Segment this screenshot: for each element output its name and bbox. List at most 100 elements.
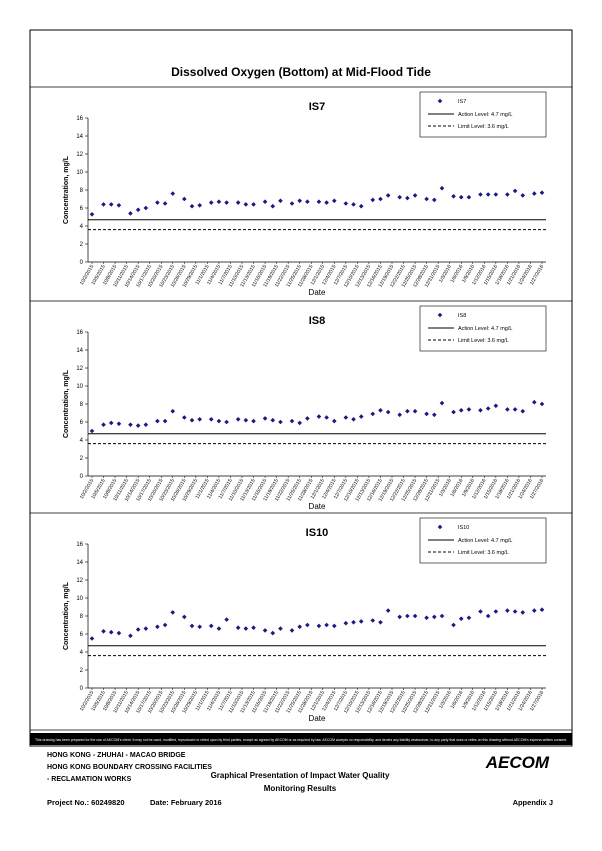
data-point: [182, 196, 187, 202]
disclaimer: This drawing has been prepared for the u…: [35, 738, 567, 742]
data-point: [424, 196, 429, 202]
y-tick-label: 12: [76, 578, 83, 584]
project-line: HONG KONG - ZHUHAI - MACAO BRIDGE: [47, 752, 186, 759]
data-point: [532, 399, 537, 405]
y-tick-label: 10: [76, 384, 83, 390]
y-tick-label: 2: [80, 668, 84, 674]
drawing-title: Graphical Presentation of Impact Water Q…: [211, 771, 390, 780]
data-point: [224, 200, 229, 205]
data-point: [216, 626, 222, 631]
data-point: [324, 415, 329, 420]
data-point: [278, 419, 283, 425]
legend-marker: [437, 312, 443, 318]
y-tick-label: 4: [80, 438, 84, 444]
frame: [29, 29, 573, 747]
data-point: [512, 609, 518, 614]
data-point: [108, 202, 114, 207]
data-point: [208, 417, 214, 422]
data-point: [170, 191, 176, 196]
y-tick-label: 6: [80, 420, 84, 426]
data-point: [412, 408, 418, 414]
y-tick-label: 8: [80, 188, 84, 194]
data-point: [251, 625, 256, 630]
data-point: [424, 411, 429, 417]
legend-marker: [437, 98, 443, 104]
data-point: [251, 418, 256, 424]
data-point: [128, 633, 133, 639]
data-point: [358, 414, 364, 419]
data-point: [332, 418, 337, 424]
data-point: [116, 203, 122, 208]
data-point: [208, 200, 214, 205]
legend-label: IS8: [458, 313, 466, 319]
data-point: [351, 202, 356, 207]
data-point: [243, 202, 249, 207]
data-point: [89, 636, 95, 641]
y-tick-label: 0: [80, 474, 84, 480]
legend-label: IS7: [458, 99, 466, 105]
y-tick-label: 4: [80, 650, 84, 656]
data-point: [162, 201, 168, 206]
data-point: [485, 406, 491, 411]
data-point: [397, 194, 402, 200]
data-point: [397, 412, 402, 418]
data-point: [224, 617, 229, 622]
data-point: [512, 407, 518, 412]
data-point: [324, 200, 329, 205]
data-point: [478, 192, 483, 197]
data-point: [539, 607, 545, 612]
data-point: [512, 188, 518, 194]
data-point: [182, 415, 187, 420]
data-point: [216, 418, 222, 424]
y-tick-label: 8: [80, 402, 84, 408]
y-tick-label: 0: [80, 686, 84, 692]
data-point: [424, 615, 429, 621]
data-point: [451, 409, 456, 415]
data-point: [170, 610, 176, 615]
data-point: [316, 199, 322, 204]
data-point: [278, 198, 283, 204]
data-point: [485, 192, 491, 197]
data-point: [343, 201, 349, 206]
data-point: [505, 407, 510, 412]
data-point: [358, 619, 364, 624]
data-point: [243, 417, 249, 423]
data-point: [162, 622, 168, 628]
data-point: [289, 418, 295, 424]
data-point: [493, 192, 499, 197]
data-point: [478, 609, 483, 614]
y-tick-label: 14: [76, 134, 83, 140]
data-point: [305, 622, 310, 628]
data-point: [270, 203, 276, 209]
data-point: [216, 199, 222, 204]
y-tick-label: 10: [76, 170, 83, 176]
y-axis-label: Concentration, mg/L: [63, 155, 70, 224]
y-tick-label: 12: [76, 366, 83, 372]
data-point: [262, 416, 268, 421]
data-point: [128, 422, 133, 427]
data-point: [162, 418, 168, 424]
data-point: [466, 615, 472, 621]
y-tick-label: 4: [80, 224, 84, 230]
data-point: [278, 626, 283, 631]
data-point: [439, 613, 445, 619]
data-point: [116, 630, 122, 636]
data-point: [189, 203, 195, 209]
data-point: [385, 409, 391, 415]
appendix: Appendix J: [513, 798, 553, 807]
data-point: [432, 412, 437, 418]
y-tick-label: 12: [76, 152, 83, 158]
data-point: [458, 408, 464, 413]
y-tick-label: 2: [80, 242, 84, 248]
data-point: [305, 199, 310, 204]
chart-title: IS8: [309, 315, 326, 327]
data-point: [135, 423, 141, 428]
legend-label: Action Level: 4.7 mg/L: [458, 326, 512, 332]
data-point: [316, 623, 322, 629]
data-point: [378, 620, 383, 625]
y-tick-label: 0: [80, 260, 84, 266]
data-point: [351, 417, 356, 422]
legend-label: Action Level: 4.7 mg/L: [458, 112, 512, 118]
data-point: [385, 193, 391, 198]
